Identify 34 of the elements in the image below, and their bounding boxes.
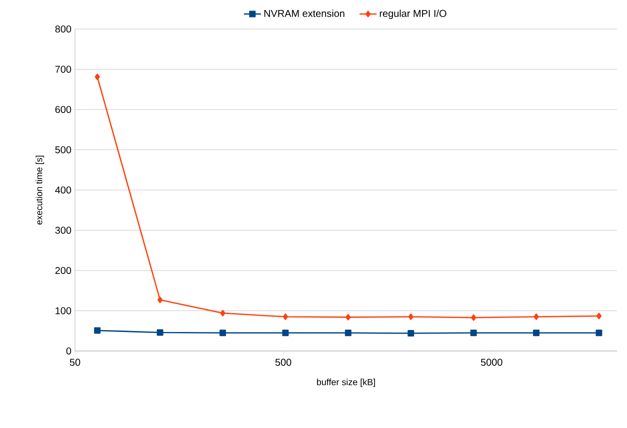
point [408,314,414,320]
point [344,330,352,336]
point [156,329,164,336]
point [596,330,602,336]
x-tick-label: 500 [275,358,292,366]
y-tick-label: 700 [55,66,72,73]
point [282,330,289,336]
point [408,330,414,337]
y-tick-label: 600 [55,106,72,114]
y-tick-label: 800 [55,25,72,33]
x-tick-label: 50 [70,358,80,366]
point [220,330,226,336]
point [94,327,101,334]
point [157,296,163,304]
y-tick-label: 100 [56,307,72,314]
point [94,74,100,80]
y-tick-label: 300 [55,226,72,234]
point [470,314,476,321]
y-axis-title: execution time [s] [36,156,44,225]
point [470,330,477,336]
point [346,314,351,320]
y-tick-label: 400 [55,186,72,194]
point [220,310,226,316]
legend-label: NVRAM extension [264,10,344,17]
point [533,330,540,336]
legend-label: regular MPI I/O [380,10,446,19]
y-tick-label: 0 [66,347,72,355]
y-tick-label: 200 [55,266,72,274]
y-tick-label: 500 [55,146,72,154]
point [596,312,602,320]
point [282,314,288,320]
x-axis-title: buffer size [kB] [317,378,375,387]
x-tick-label: 5000 [480,358,502,366]
point [534,314,539,320]
